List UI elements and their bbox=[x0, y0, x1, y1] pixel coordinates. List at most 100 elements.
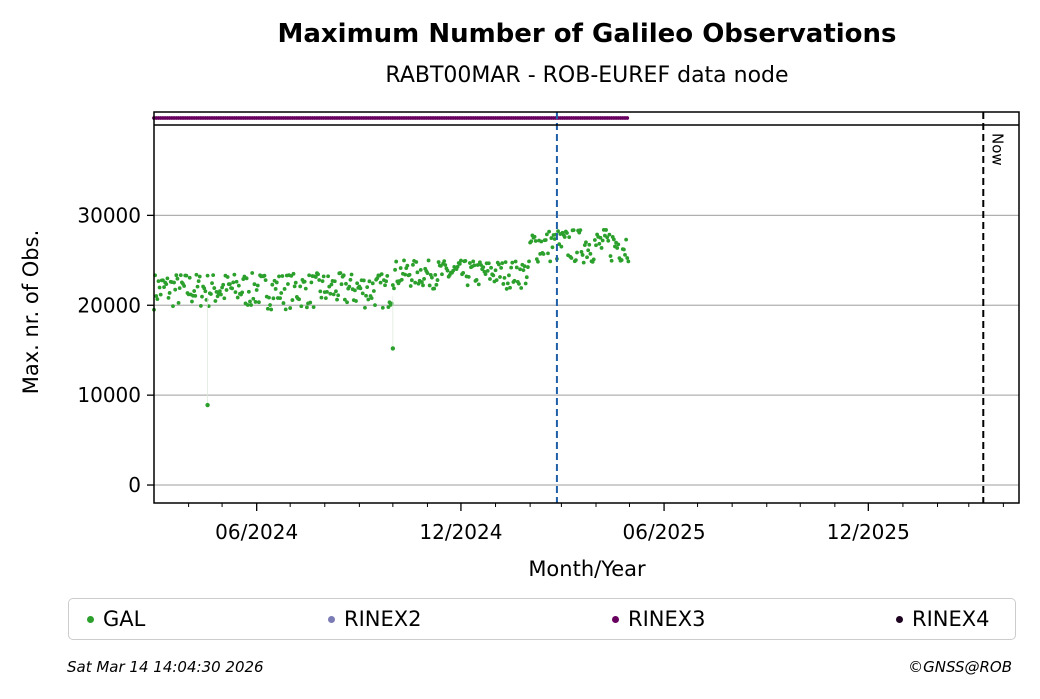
gal-point bbox=[532, 234, 537, 239]
gal-point bbox=[279, 291, 284, 295]
gal-point bbox=[267, 295, 271, 300]
gal-point bbox=[378, 280, 383, 285]
gal-point bbox=[466, 274, 471, 279]
gal-point bbox=[328, 291, 333, 296]
gal-point bbox=[489, 265, 493, 270]
gal-point bbox=[427, 283, 432, 288]
gal-point bbox=[599, 246, 604, 250]
gal-point bbox=[177, 286, 182, 291]
gal-point bbox=[200, 294, 204, 299]
gal-point bbox=[281, 301, 286, 305]
gal-point bbox=[616, 242, 621, 247]
gal-outlier-point bbox=[205, 402, 210, 408]
gal-point bbox=[611, 237, 616, 242]
gal-point bbox=[305, 305, 309, 310]
gal-point bbox=[369, 296, 374, 301]
gal-point bbox=[383, 283, 387, 288]
gal-point bbox=[297, 297, 301, 302]
gal-point bbox=[325, 289, 329, 294]
gal-point bbox=[588, 251, 593, 256]
gal-point bbox=[210, 281, 214, 286]
gal-point bbox=[373, 303, 377, 307]
gal-point bbox=[250, 271, 255, 275]
gal-point bbox=[501, 282, 506, 286]
gal-point bbox=[175, 276, 180, 281]
grid-lines bbox=[154, 214, 1019, 486]
gal-point bbox=[302, 279, 307, 284]
gal-point bbox=[536, 259, 540, 264]
gal-point bbox=[415, 270, 420, 275]
legend-marker bbox=[328, 615, 335, 623]
gal-point bbox=[541, 252, 546, 256]
gal-point bbox=[341, 273, 346, 278]
gal-point bbox=[338, 271, 343, 275]
gal-point bbox=[442, 259, 447, 264]
gal-point bbox=[509, 265, 514, 270]
gal-point bbox=[403, 272, 408, 277]
gal-point bbox=[549, 236, 554, 240]
gal-point bbox=[519, 286, 524, 290]
gal-point bbox=[313, 275, 318, 279]
gal-point bbox=[402, 258, 406, 263]
gal-point bbox=[432, 286, 437, 291]
gal-point bbox=[398, 266, 403, 270]
gal-point bbox=[582, 243, 587, 248]
gal-point bbox=[619, 258, 624, 262]
gal-point bbox=[399, 277, 404, 282]
gal-point bbox=[510, 260, 515, 265]
gal-point bbox=[156, 279, 161, 284]
gal-point bbox=[539, 239, 544, 244]
chart: Maximum Number of Galileo Observations R… bbox=[19, 19, 1020, 581]
gal-point bbox=[290, 298, 295, 302]
gal-point bbox=[502, 275, 507, 280]
gal-point bbox=[262, 273, 267, 278]
gal-point bbox=[277, 274, 281, 279]
chart-axes: 0 10000 20000 30000 06/2024 12/2024 06/2025 12/… bbox=[77, 111, 1020, 544]
gal-point bbox=[505, 281, 510, 286]
x-tick-label: 12/2025 bbox=[827, 520, 910, 544]
gal-point bbox=[212, 286, 217, 290]
footer-timestamp: Sat Mar 14 14:04:30 2026 bbox=[67, 658, 264, 676]
gal-point bbox=[507, 273, 511, 278]
gal-point bbox=[414, 260, 419, 264]
gal-point bbox=[513, 259, 518, 264]
gal-point bbox=[342, 297, 347, 302]
gal-point bbox=[556, 229, 560, 234]
gal-point bbox=[597, 241, 602, 246]
gal-point bbox=[298, 284, 303, 289]
gal-point bbox=[309, 280, 314, 285]
gal-point bbox=[202, 286, 207, 291]
gal-point bbox=[358, 286, 363, 291]
gal-point bbox=[311, 305, 316, 310]
gal-point bbox=[584, 240, 588, 245]
gal-point bbox=[323, 296, 328, 301]
gal-point bbox=[585, 255, 589, 260]
gal-point bbox=[485, 268, 490, 273]
gal-point bbox=[607, 232, 612, 237]
gal-point bbox=[158, 292, 163, 297]
gal-point bbox=[392, 286, 396, 291]
gal-point bbox=[329, 282, 334, 287]
gal-point bbox=[299, 304, 304, 309]
gal-point bbox=[491, 273, 496, 278]
gal-point bbox=[493, 268, 498, 273]
gal-point bbox=[235, 295, 240, 300]
gal-point bbox=[587, 242, 592, 247]
gal-point bbox=[624, 237, 629, 242]
gal-point bbox=[249, 303, 254, 307]
gal-point bbox=[433, 272, 438, 277]
gal-point bbox=[303, 286, 308, 291]
y-tick-label: 20000 bbox=[77, 293, 141, 317]
gal-point bbox=[347, 284, 352, 289]
legend-item-rinex4: RINEX4 bbox=[896, 599, 990, 639]
y-axis-label: Max. nr. of Obs. bbox=[19, 230, 43, 395]
gal-point bbox=[248, 299, 252, 304]
gal-point bbox=[370, 281, 375, 286]
gal-point bbox=[244, 276, 249, 281]
gal-point bbox=[522, 264, 527, 269]
y-tick-label: 10000 bbox=[77, 383, 141, 407]
gal-point bbox=[355, 281, 360, 286]
gal-point bbox=[425, 271, 430, 275]
gal-point bbox=[419, 280, 424, 284]
gal-point bbox=[559, 244, 564, 249]
